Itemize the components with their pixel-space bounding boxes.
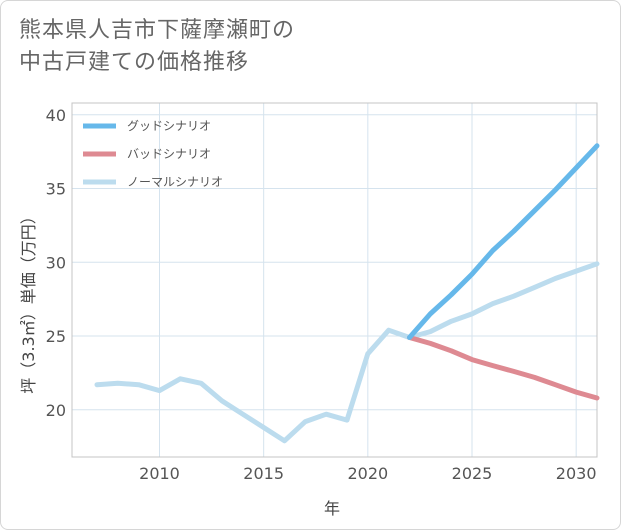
x-axis-label: 年: [324, 499, 340, 518]
y-axis-ticks: 20 25 30 35 40: [46, 106, 66, 420]
title-line-2: 中古戸建ての価格推移: [19, 50, 250, 75]
y-axis-label: 坪（3.3㎡）単価（万円）: [19, 208, 38, 393]
y-tick-label-35: 35: [46, 180, 66, 199]
y-tick-label-25: 25: [46, 327, 66, 346]
page-title: 熊本県人吉市下薩摩瀬町の 中古戸建ての価格推移: [19, 15, 295, 79]
series-layer: [94, 143, 600, 444]
x-tick-label-2015: 2015: [243, 464, 284, 483]
legend-label-2: ノーマルシナリオ: [127, 175, 223, 189]
plot-area: [71, 102, 598, 458]
y-tick-label-20: 20: [46, 401, 66, 420]
y-tick-label-40: 40: [46, 106, 66, 125]
grid-lines: [72, 103, 597, 457]
legend-label-0: グッドシナリオ: [127, 119, 211, 133]
x-tick-label-2010: 2010: [139, 464, 180, 483]
series-line-1: [407, 335, 600, 401]
series-line-2: [94, 261, 600, 444]
x-tick-label-2020: 2020: [347, 464, 388, 483]
x-tick-label-2025: 2025: [452, 464, 493, 483]
series-line-0: [407, 143, 600, 340]
y-tick-label-30: 30: [46, 253, 66, 272]
x-axis-ticks: 2010 2015 2020 2025 2030: [139, 464, 596, 483]
x-tick-label-2030: 2030: [556, 464, 597, 483]
title-line-1: 熊本県人吉市下薩摩瀬町の: [19, 18, 296, 43]
legend-label-1: バッドシナリオ: [127, 147, 211, 161]
